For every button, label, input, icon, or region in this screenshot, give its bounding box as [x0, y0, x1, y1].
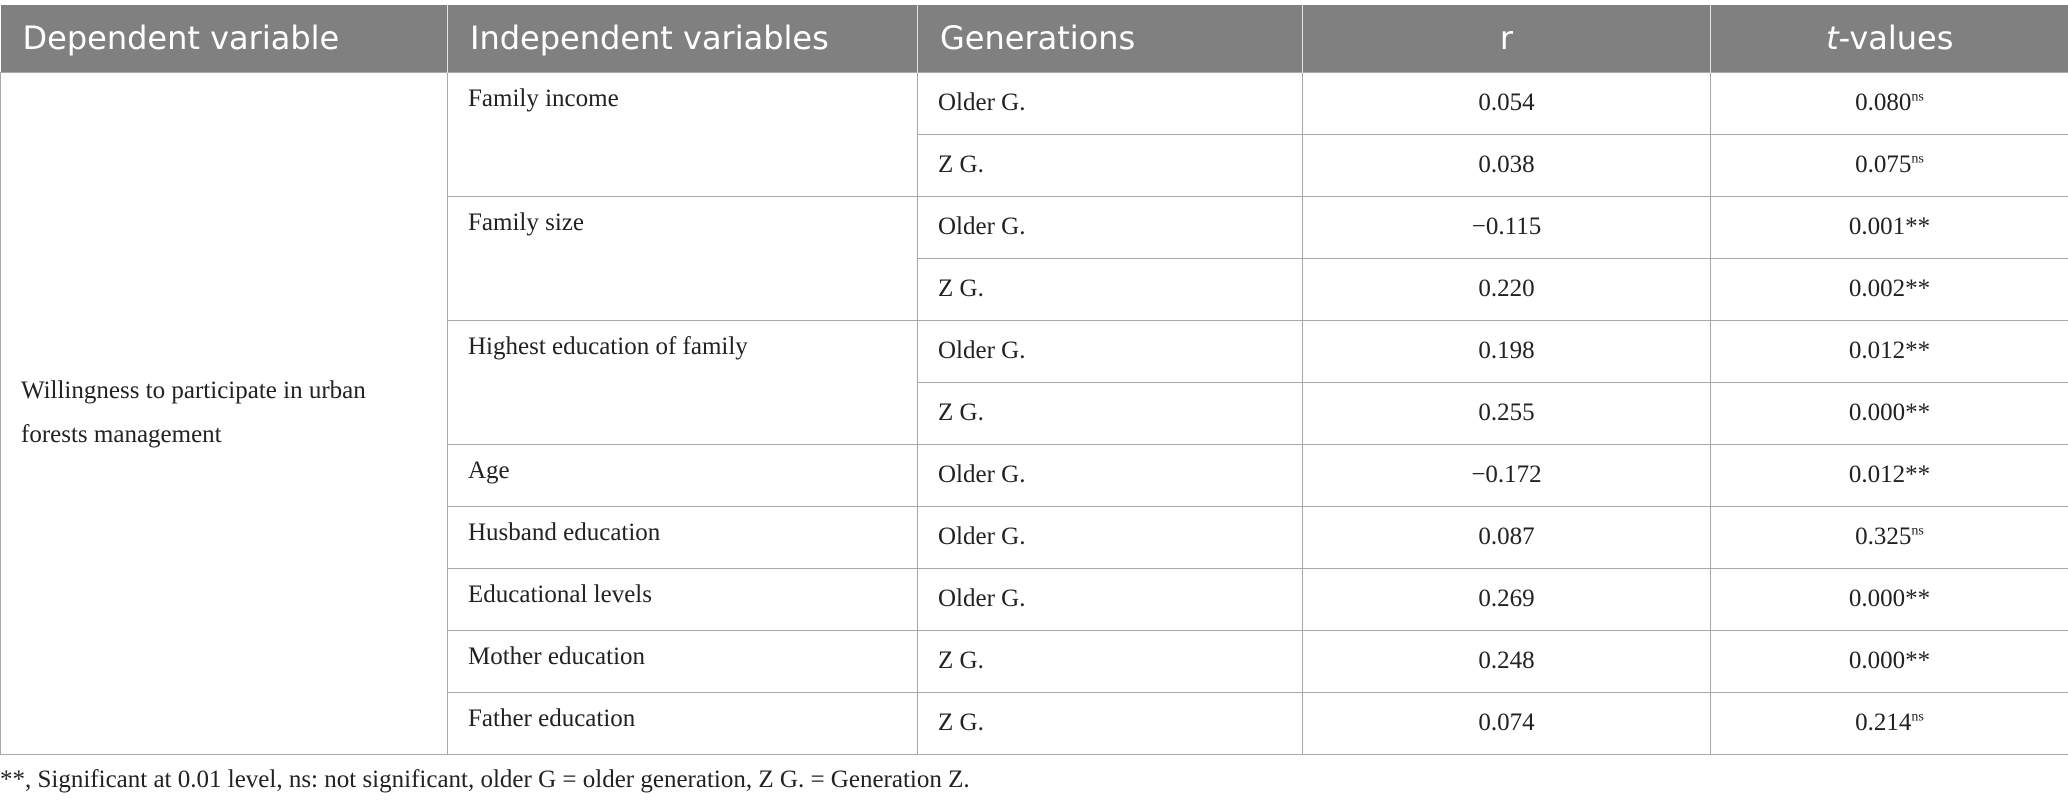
independent-variable-cell: Age	[447, 443, 918, 507]
header-r: r	[1302, 5, 1711, 72]
t-value: 0.012**	[1848, 337, 1931, 364]
t-value-cell: 0.000**	[1710, 567, 2068, 631]
independent-variable-cell: Highest education of family	[447, 319, 918, 445]
r-value-cell: 0.255	[1302, 381, 1711, 445]
r-value-cell: 0.248	[1302, 629, 1711, 693]
independent-variable-cell: Mother education	[447, 629, 918, 693]
header-row: Dependent variable Independent variables…	[0, 5, 2068, 72]
generation-cell: Z G.	[917, 257, 1303, 321]
t-value: 0.000**	[1848, 399, 1931, 426]
t-value-cell: 0.012**	[1710, 443, 2068, 507]
header-generations: Generations	[917, 5, 1303, 72]
t-value: 0.080	[1855, 89, 1912, 116]
t-value: 0.075	[1855, 151, 1912, 178]
t-value-cell: 0.214ns	[1710, 691, 2068, 755]
r-value-cell: 0.038	[1302, 133, 1711, 197]
generation-cell: Older G.	[917, 71, 1303, 135]
r-value-cell: 0.054	[1302, 71, 1711, 135]
dependent-variable-cell: Willingness to participate in urban fore…	[0, 71, 448, 755]
generation-cell: Z G.	[917, 133, 1303, 197]
independent-variable-cell: Husband education	[447, 505, 918, 569]
t-value-cell: 0.075ns	[1710, 133, 2068, 197]
t-value-cell: 0.080ns	[1710, 71, 2068, 135]
t-value-cell: 0.325ns	[1710, 505, 2068, 569]
table-row: Z G. 0.038 0.075ns	[1, 133, 2068, 197]
t-value: 0.000**	[1848, 647, 1931, 674]
table-row: Age Older G. −0.172 0.012**	[1, 443, 2068, 507]
table-body: Willingness to participate in urban fore…	[0, 71, 2068, 755]
results-table: Dependent variable Independent variables…	[0, 5, 2068, 755]
t-value-cell: 0.000**	[1710, 381, 2068, 445]
table-row: Father education Z G. 0.074 0.214ns	[1, 691, 2068, 755]
t-value-cell: 0.001**	[1710, 195, 2068, 259]
table-row: Educational levels Older G. 0.269 0.000**	[1, 567, 2068, 631]
generation-cell: Older G.	[917, 443, 1303, 507]
table-row: Z G. 0.255 0.000**	[1, 381, 2068, 445]
r-value-cell: 0.087	[1302, 505, 1711, 569]
generation-cell: Z G.	[917, 629, 1303, 693]
generation-cell: Z G.	[917, 691, 1303, 755]
independent-variable-cell: Family size	[447, 195, 918, 321]
table-row: Z G. 0.220 0.002**	[1, 257, 2068, 321]
t-value-cell: 0.002**	[1710, 257, 2068, 321]
table-row: Willingness to participate in urban fore…	[0, 71, 2068, 755]
independent-variable-cell: Father education	[447, 691, 918, 755]
generation-cell: Older G.	[917, 567, 1303, 631]
r-value-cell: 0.220	[1302, 257, 1711, 321]
significance-mark: ns	[1911, 709, 1924, 725]
t-value: 0.214	[1855, 709, 1912, 736]
significance-mark: ns	[1911, 89, 1924, 105]
r-value-cell: 0.269	[1302, 567, 1711, 631]
header-t-prefix: t	[1826, 19, 1839, 58]
t-value: 0.001**	[1848, 213, 1931, 240]
header-independent-variables: Independent variables	[447, 5, 918, 72]
r-value-cell: −0.115	[1302, 195, 1711, 259]
table-footnote: **, Significant at 0.01 level, ns: not s…	[0, 766, 970, 793]
significance-mark: ns	[1911, 523, 1924, 539]
r-value-cell: 0.198	[1302, 319, 1711, 383]
table-row: Highest education of family Older G. 0.198…	[1, 319, 2068, 445]
r-value-cell: 0.074	[1302, 691, 1711, 755]
significance-mark: ns	[1911, 151, 1924, 167]
t-value: 0.000**	[1848, 585, 1931, 612]
t-value-cell: 0.000**	[1710, 629, 2068, 693]
generation-cell: Older G.	[917, 195, 1303, 259]
t-value: 0.325	[1855, 523, 1912, 550]
generation-cell: Z G.	[917, 381, 1303, 445]
independent-variable-cell: Family income	[447, 71, 918, 197]
generation-cell: Older G.	[917, 319, 1303, 383]
header-t-values: t-values	[1710, 5, 2068, 72]
independent-variable-cell: Educational levels	[447, 567, 918, 631]
r-value-cell: −0.172	[1302, 443, 1711, 507]
t-value: 0.002**	[1848, 275, 1931, 302]
header-t-suffix: -values	[1838, 19, 1954, 58]
table-row: Husband education Older G. 0.087 0.325ns	[1, 505, 2068, 569]
table-header: Dependent variable Independent variables…	[0, 5, 2068, 72]
t-value: 0.012**	[1848, 461, 1931, 488]
header-dependent-variable: Dependent variable	[0, 5, 448, 72]
t-value-cell: 0.012**	[1710, 319, 2068, 383]
generation-cell: Older G.	[917, 505, 1303, 569]
